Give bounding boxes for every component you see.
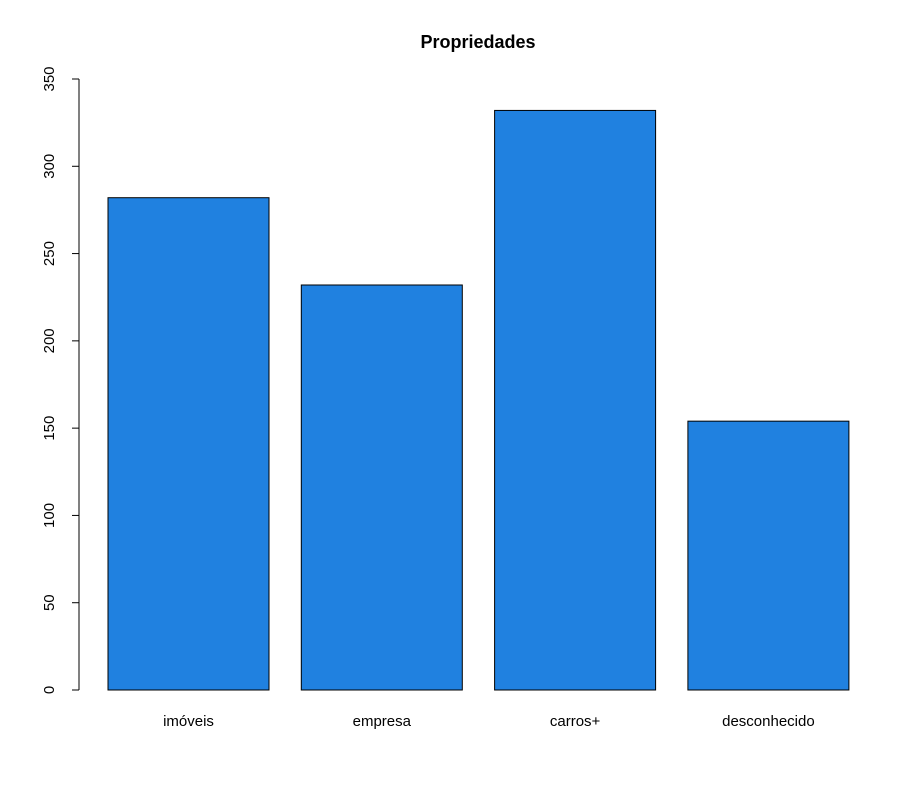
category-label: desconhecido [722, 713, 815, 730]
category-label: imóveis [163, 713, 214, 730]
y-tick-label: 100 [41, 503, 58, 528]
y-tick-label: 200 [41, 328, 58, 353]
bars [107, 109, 850, 691]
y-axis: 0 50 100 150 200 250 300 350 [41, 66, 80, 694]
bar [494, 109, 657, 691]
y-tick-label: 50 [41, 594, 58, 611]
y-tick-label: 350 [41, 66, 58, 91]
bar [107, 197, 270, 691]
y-tick-label: 0 [41, 686, 58, 694]
bar [300, 284, 463, 691]
bar [687, 420, 850, 691]
chart-title: Propriedades [420, 32, 535, 52]
y-tick-label: 150 [41, 416, 58, 441]
category-label: empresa [353, 713, 412, 730]
y-tick-label: 250 [41, 241, 58, 266]
x-axis-labels: imóveis empresa carros+ desconhecido [163, 713, 815, 730]
y-tick-label: 300 [41, 154, 58, 179]
category-label: carros+ [550, 713, 601, 730]
